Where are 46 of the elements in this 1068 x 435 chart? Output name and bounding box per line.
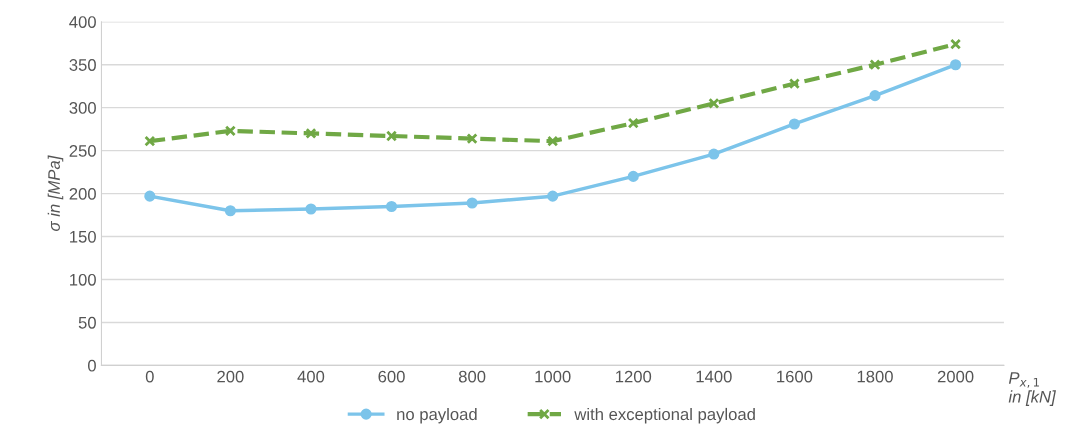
- x-tick-label: 600: [378, 370, 405, 383]
- x-tick-label: 1800: [857, 370, 893, 383]
- point: [224, 125, 236, 137]
- x-tick-label: 0: [145, 370, 154, 383]
- y-tick-label: 100: [70, 273, 96, 286]
- y-tick-label: 0: [87, 359, 96, 372]
- y-tick-label: 250: [69, 145, 96, 157]
- y-tick-label: 400: [69, 16, 96, 28]
- point: [144, 135, 156, 147]
- point: [627, 117, 639, 129]
- point: [708, 97, 720, 109]
- x-tick-label: 200: [217, 370, 244, 383]
- legend-label: no payload: [397, 407, 477, 424]
- point: [466, 133, 478, 145]
- point: [466, 197, 478, 209]
- point: [305, 127, 317, 139]
- legend-label: with exceptional payload: [574, 407, 755, 424]
- point: [788, 78, 800, 90]
- point: [547, 190, 559, 202]
- y-axis-title: σ in [MPa]: [47, 155, 64, 231]
- x-tick-label: 2000: [937, 370, 974, 383]
- y-tick-label: 200: [69, 187, 96, 200]
- y-tick-label: 350: [69, 59, 96, 71]
- y-tick-label: 300: [69, 102, 96, 114]
- point: [708, 148, 720, 160]
- point: [950, 59, 962, 71]
- x-tick-label: 1600: [777, 370, 813, 383]
- x-tick-label: 1400: [696, 370, 732, 383]
- point: [385, 130, 398, 142]
- point: [869, 90, 881, 102]
- x-tick-label: 1200: [616, 370, 652, 383]
- y-tick-label: 150: [70, 230, 96, 243]
- x-axis-title: P$_{x,1}$ in [kN]: [1008, 372, 1056, 406]
- y-tick-label: 50: [78, 316, 96, 329]
- point: [385, 200, 398, 213]
- point: [305, 203, 317, 215]
- x-tick-label: 1000: [535, 370, 571, 383]
- point: [224, 205, 236, 217]
- x-tick-label: 400: [297, 370, 325, 383]
- point: [869, 59, 881, 71]
- point: [627, 170, 639, 182]
- point: [788, 118, 800, 130]
- point: [950, 38, 962, 50]
- point: [547, 135, 559, 147]
- x-tick-label: 800: [458, 370, 486, 383]
- point: [144, 190, 156, 202]
